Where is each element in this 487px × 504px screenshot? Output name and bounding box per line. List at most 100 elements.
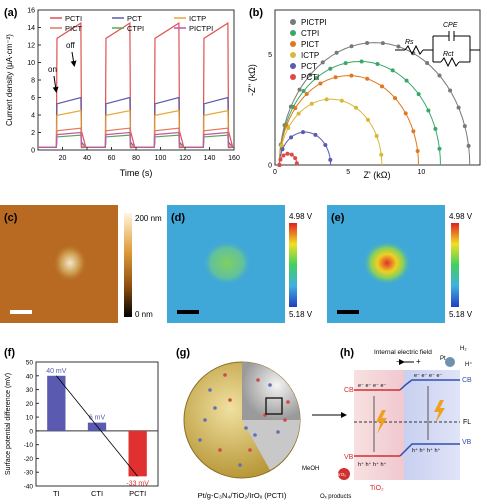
data-point	[343, 61, 348, 66]
y-tick-label: 6	[31, 95, 35, 102]
field-minus: −	[396, 357, 401, 366]
data-point	[296, 111, 301, 116]
colorbar-top: 4.98 V	[449, 212, 473, 221]
colorbar-bottom: 0 nm	[135, 310, 153, 319]
irox-particle	[338, 468, 350, 480]
data-point	[365, 41, 370, 46]
holes-tio2: h⁺ h⁺ h⁺ h⁺	[358, 461, 387, 468]
legend-label: PICTPI	[301, 18, 327, 27]
electrons-gcn: e⁻ e⁻ e⁻ e⁻	[414, 373, 443, 379]
particle-dot	[228, 398, 232, 402]
x-axis-label: Time (s)	[120, 168, 153, 178]
hplus-label: H⁺	[465, 361, 473, 368]
cutaway-section	[242, 362, 300, 420]
vb-gcn	[399, 443, 460, 457]
particle-dot	[276, 430, 280, 434]
plot-area	[37, 9, 235, 151]
y-axis-label: -Z'' (kΩ)	[247, 64, 257, 96]
y-tick-label: 0	[268, 163, 272, 170]
panel-a-photocurrent-chart: (a) 20 40 60 80 100 120 140 160 0 2 4 6 8 10 12 14 16 PC…	[4, 7, 240, 178]
afm-particle	[52, 243, 88, 283]
legend-swatch	[290, 52, 296, 58]
data-point	[339, 98, 344, 103]
h2-label: H₂	[460, 346, 467, 352]
data-point	[403, 111, 408, 116]
panel-h-band-diagram: (h) Internal electric field − + CB VB CB…	[302, 346, 473, 500]
panel-g-label: (g)	[176, 347, 190, 359]
cb-right-label: CB	[462, 377, 472, 384]
category-label: PCTI	[129, 489, 146, 498]
rs-label: Rs	[405, 39, 414, 46]
panel-b-label: (b)	[249, 7, 263, 19]
y-axis-label: Current density (μA·cm⁻²)	[5, 34, 14, 126]
legend-label: PICT	[65, 24, 83, 33]
panel-g-sphere-schematic: (g) Pt/g-C₃N₄/TiO₂/IrOₓ (PCTI)	[176, 347, 301, 500]
data-point	[462, 124, 467, 129]
series-line-pictpi	[38, 131, 234, 148]
data-point	[301, 89, 306, 94]
data-point	[448, 88, 453, 93]
kpfm-particle	[203, 241, 251, 285]
data-point	[285, 151, 290, 156]
category-label: TI	[53, 489, 60, 498]
data-point	[380, 41, 385, 46]
colorbar-top: 200 nm	[135, 214, 162, 223]
off-label: off	[66, 41, 76, 50]
data-point	[333, 75, 338, 80]
data-point	[334, 50, 339, 55]
legend-label: PICT	[301, 40, 319, 49]
x-tick-label: 40	[83, 155, 91, 162]
trend-line	[56, 375, 138, 477]
scale-bar	[337, 310, 359, 314]
kpfm-colorbar	[451, 223, 459, 307]
legend-swatch	[290, 63, 296, 69]
cutaway-section	[242, 420, 300, 470]
data-point	[433, 126, 438, 131]
colorbar-top: 4.98 V	[289, 212, 313, 221]
data-point	[309, 101, 314, 106]
particle-dot	[248, 448, 252, 452]
data-point	[301, 130, 306, 135]
colorbar-bottom: 5.18 V	[289, 310, 313, 319]
x-tick-label: 160	[228, 155, 240, 162]
data-point	[277, 163, 282, 167]
y-tick-label: -40	[24, 484, 34, 491]
panel-d-label: (d)	[171, 212, 185, 224]
x-tick-label: 80	[132, 155, 140, 162]
data-point	[313, 132, 318, 137]
bar-value-label: 40 mV	[46, 368, 67, 375]
caption: Pt/g-C₃N₄/TiO₂/IrOₓ (PCTI)	[198, 491, 287, 500]
on-arrow	[52, 75, 59, 93]
y-tick-label: 14	[27, 25, 35, 32]
legend-label: PCTI	[301, 73, 319, 82]
scale-bar	[10, 310, 32, 314]
data-point	[411, 129, 416, 134]
x-tick-label: 10	[418, 169, 426, 176]
data-point	[349, 44, 354, 49]
internal-field-label: Internal electric field	[374, 349, 432, 356]
particle-dot	[223, 373, 227, 377]
kpfm-colorbar	[289, 223, 297, 307]
legend-label: CTPI	[127, 24, 144, 33]
tio2-region	[354, 370, 404, 480]
cb-gcn	[399, 379, 460, 391]
x-tick-label: 100	[155, 155, 167, 162]
panel-f-label: (f)	[4, 347, 15, 359]
data-point	[308, 72, 313, 77]
data-point	[426, 108, 431, 113]
pt-particle	[445, 357, 455, 367]
y-tick-label: 4	[31, 113, 35, 120]
electrons-tio2: e⁻ e⁻ e⁻ e⁻	[358, 383, 387, 389]
data-point	[293, 156, 298, 161]
data-point	[425, 60, 430, 65]
data-point	[280, 147, 285, 152]
field-plus: +	[416, 357, 421, 366]
y-tick-label: 50	[26, 360, 34, 367]
y-tick-label: -10	[24, 442, 34, 449]
lightning-icon	[376, 410, 387, 434]
particle-dot	[203, 418, 207, 422]
panel-a-label: (a)	[4, 7, 18, 19]
rct-label: Rct	[443, 51, 455, 58]
data-point	[324, 97, 329, 102]
x-tick-label: 20	[59, 155, 67, 162]
